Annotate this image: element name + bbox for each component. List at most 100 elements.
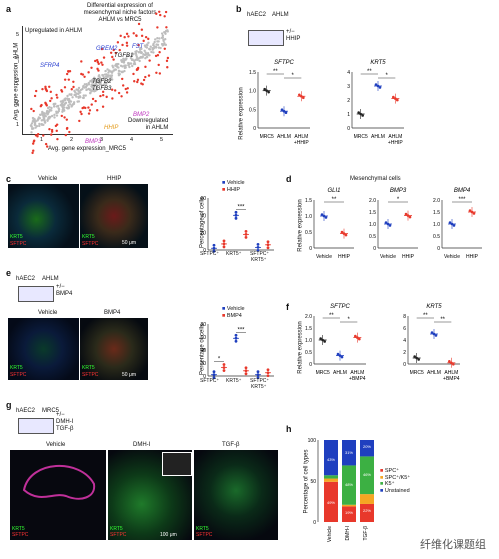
background-gene-point [139,51,143,55]
background-gene-point [67,107,70,110]
background-gene-point [122,57,125,61]
background-gene-point [150,50,153,54]
background-gene-point [32,127,35,130]
y-tick-label: 20 [200,231,206,237]
data-point [256,243,260,246]
differential-gene-point [109,51,113,55]
background-gene-point [103,73,107,76]
panel-a-xtick-5: 5 [160,137,164,143]
legend-unstained-text: Unstained [384,487,410,494]
y-tick-label: 0 [347,126,350,132]
panel-g-treat2: DMH-I [56,419,74,425]
differential-gene-point [34,89,38,93]
panel-a-ytick-5: 5 [16,32,20,38]
background-gene-point [90,83,93,86]
data-point [244,372,248,376]
differential-gene-point [34,134,38,137]
background-gene-point [30,125,33,128]
background-gene-point [69,100,73,103]
legend-bmp4-text: BMP4 [226,313,242,319]
background-gene-point [84,85,88,89]
differential-gene-point [101,105,105,108]
panel-a-xlabel: Avg. gene expression_MRC5 [48,146,126,152]
background-gene-point [30,131,33,134]
vehicle-tissue-outline [22,464,96,500]
background-gene-point [50,114,54,118]
panel-c-legend-hhip: ■ HHIP [222,187,240,193]
background-gene-point [145,43,149,46]
stain-label-krt5: KRT5 [10,365,23,371]
background-gene-point [151,47,154,50]
data-point [434,334,438,337]
data-point [361,114,364,117]
panel-g-img-vehicle-title: Vehicle [46,442,66,448]
differential-gene-point [68,130,71,134]
background-gene-point [131,64,134,68]
stacked-bar-segment [360,503,374,522]
panel-e-legend-vehicle: ■ Vehicle [222,306,245,312]
differential-gene-point [132,32,135,35]
significance-label: * [347,317,350,323]
data-point [430,331,434,334]
stacked-bar-segment [342,465,356,505]
background-gene-point [106,78,110,82]
x-category-label: HHIP [402,254,415,260]
data-point [266,240,270,244]
differential-gene-point [116,41,120,44]
y-tick-label: 80 [200,322,206,328]
panel-label-e: e [6,268,12,278]
significance-label: ** [273,69,278,75]
significance-label: ** [423,313,428,319]
panel-e-transwell-icon [18,286,54,302]
differential-gene-point [55,93,58,97]
panel-g-treat: +/− [56,412,65,418]
y-tick-label: 0.5 [433,234,440,240]
background-gene-point [123,66,127,70]
data-point [284,111,288,114]
differential-gene-point [155,12,158,15]
background-gene-point [78,95,82,98]
background-gene-point [62,100,65,103]
data-point [448,360,451,363]
differential-gene-point [113,89,117,92]
differential-gene-point [44,142,48,146]
x-category-label: HHIP [338,254,351,260]
legend-item-spc: ■ SPC⁺ [380,468,400,474]
x-category-label: +HHIP [294,140,310,146]
significance-label: ** [367,69,372,75]
background-gene-point [108,79,112,82]
data-point [396,98,399,102]
stacked-bar-segment [324,478,338,482]
panel-a-ytick-2: 2 [16,100,20,106]
background-gene-point [142,53,145,56]
panel-c-xcat-2: KRT5⁺ [226,251,242,257]
panel-a-title: Differential expression of mesenchymal n… [60,3,180,24]
panel-e-legend-bmp4: ■ BMP4 [222,313,242,319]
background-gene-point [144,51,147,54]
panel-a-plot-area [22,10,173,155]
differential-gene-point [132,72,135,76]
background-gene-point [67,97,71,101]
background-gene-point [53,116,56,119]
background-gene-point [66,94,69,98]
background-gene-point [89,80,92,83]
y-tick-label: 0.5 [249,107,256,113]
y-tick-label: 6 [403,326,406,332]
background-gene-point [143,44,147,47]
differential-gene-point [72,80,75,83]
panel-e-treat: +/− [56,284,65,290]
background-gene-point [102,83,106,86]
differential-gene-point [164,10,168,14]
background-gene-point [156,37,159,40]
background-gene-point [33,118,36,121]
differential-gene-point [125,44,129,47]
differential-gene-point [119,34,122,38]
differential-gene-point [154,54,158,58]
data-point [452,224,456,227]
background-gene-point [85,88,88,91]
differential-gene-point [140,28,144,31]
differential-gene-point [95,58,99,62]
panel-g-micrograph-dmh: KRT5 SFTPC 100 μm [108,450,192,540]
